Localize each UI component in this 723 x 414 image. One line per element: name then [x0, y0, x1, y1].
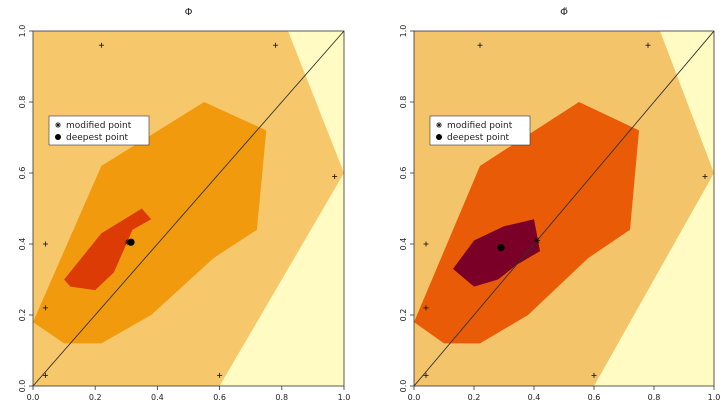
legend-asterisk-icon — [55, 122, 61, 128]
data-point — [42, 241, 48, 247]
x-tick-label: 0.4 — [151, 393, 164, 402]
depth-region-level-3 — [64, 208, 152, 291]
legend-label: deepest point — [66, 133, 129, 143]
x-tick-label: 0.4 — [528, 393, 541, 402]
data-point — [273, 42, 279, 48]
chart-title: Φ — [185, 7, 193, 18]
data-point — [702, 174, 708, 180]
data-point — [645, 42, 651, 48]
plot-area — [33, 31, 344, 386]
legend-dot-icon — [436, 134, 442, 140]
x-tick-label: 0.8 — [648, 393, 661, 402]
data-point — [217, 372, 223, 378]
y-tick-label: 0.4 — [18, 238, 27, 251]
chart-panel-1: Φ 0.0 0.2 0.4 0.6 0.8 1.0 0.0 0.2 0.4 0.6 0.8 1.0 mod… — [18, 7, 350, 402]
x-tick-label: 1.0 — [338, 393, 351, 402]
x-tick-label: 0.2 — [89, 393, 102, 402]
modified-point — [534, 237, 540, 244]
x-tick-label: 0.6 — [213, 393, 226, 402]
y-tick-label: 1.0 — [18, 25, 27, 38]
data-point — [423, 241, 429, 247]
plot-frame — [413, 30, 715, 387]
data-point — [423, 372, 429, 378]
x-tick-label: 0.0 — [408, 393, 421, 402]
chart-panel-2: Φ̃ 0.0 0.2 0.4 0.6 0.8 1.0 0.0 0.2 0.4 0.6 0.8 1.0 mo… — [399, 6, 720, 402]
plot-frame — [32, 30, 345, 387]
y-tick-label: 0.6 — [399, 167, 408, 180]
legend-asterisk-icon — [436, 122, 442, 128]
diagonal-line — [33, 31, 344, 386]
depth-region-level-3 — [453, 219, 540, 287]
diagonal-line — [414, 31, 714, 386]
data-point — [42, 305, 48, 311]
legend-label: deepest point — [447, 133, 510, 143]
x-tick-label: 0.6 — [588, 393, 601, 402]
data-point — [332, 174, 338, 180]
legend: modified point deepest point — [429, 115, 531, 146]
deepest-point — [497, 243, 505, 252]
legend-box — [429, 115, 531, 146]
x-tick-label: 1.0 — [708, 393, 721, 402]
y-tick-label: 0.0 — [18, 380, 27, 393]
data-point — [591, 372, 597, 378]
y-tick-label: 0.6 — [18, 167, 27, 180]
y-tick-label: 0.2 — [18, 309, 27, 322]
deepest-point — [127, 238, 135, 246]
chart-title: Φ̃ — [560, 6, 568, 18]
y-tick-label: 0.8 — [18, 96, 27, 109]
x-tick-label: 0.0 — [27, 393, 40, 402]
legend-dot-icon — [55, 134, 61, 140]
x-tick-label: 0.8 — [275, 393, 288, 402]
data-point — [477, 42, 483, 48]
y-tick-label: 0.8 — [399, 96, 408, 109]
y-tick-label: 0.2 — [399, 309, 408, 322]
y-tick-label: 0.0 — [399, 380, 408, 393]
plot-area — [414, 31, 714, 386]
y-tick-label: 1.0 — [399, 25, 408, 38]
legend-label: modified point — [447, 121, 513, 131]
data-point — [42, 372, 48, 378]
x-tick-label: 0.2 — [468, 393, 481, 402]
legend-box — [48, 115, 150, 146]
legend-label: modified point — [66, 121, 132, 131]
data-point — [423, 305, 429, 311]
legend: modified point deepest point — [48, 115, 150, 146]
y-tick-label: 0.4 — [399, 238, 408, 251]
data-point — [98, 42, 104, 48]
